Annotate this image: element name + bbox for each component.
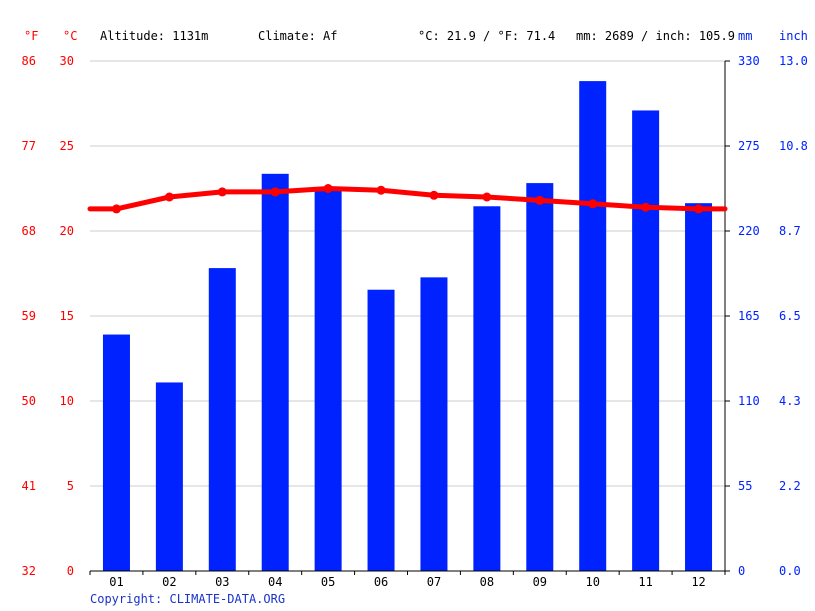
- tick-label-f: 68: [22, 224, 36, 238]
- temperature-point: [429, 190, 439, 200]
- tick-label-mm: 220: [738, 224, 760, 238]
- month-label: 12: [691, 575, 705, 589]
- temperature-point: [588, 199, 598, 209]
- tick-label-c: 30: [60, 54, 74, 68]
- precipitation-bar: [420, 277, 448, 571]
- tick-label-inch: 10.8: [779, 139, 808, 153]
- tick-label-c: 25: [60, 139, 74, 153]
- precipitation-bar: [526, 183, 554, 571]
- unit-fahrenheit-label: °F: [24, 29, 39, 43]
- temperature-point: [641, 202, 651, 212]
- tick-label-c: 20: [60, 224, 74, 238]
- temperature-point: [217, 187, 227, 197]
- precipitation-bar: [155, 382, 183, 571]
- precipitation-bar: [102, 334, 130, 571]
- month-label: 11: [638, 575, 652, 589]
- temperature-summary: °C: 21.9 / °F: 71.4: [418, 29, 556, 43]
- month-label: 03: [215, 575, 229, 589]
- tick-label-f: 77: [22, 139, 36, 153]
- tick-label-f: 86: [22, 54, 36, 68]
- month-label: 01: [109, 575, 123, 589]
- tick-label-mm: 330: [738, 54, 760, 68]
- temperature-point: [164, 192, 174, 202]
- unit-mm-label: mm: [738, 29, 753, 43]
- tick-label-f: 59: [22, 309, 36, 323]
- month-label: 07: [427, 575, 441, 589]
- temperature-line: [87, 186, 728, 212]
- precipitation-bar: [261, 173, 289, 571]
- precipitation-bar: [579, 81, 607, 571]
- tick-label-c: 0: [67, 564, 74, 578]
- tick-label-c: 15: [60, 309, 74, 323]
- climate-label: Climate: Af: [258, 29, 338, 43]
- month-label: 02: [162, 575, 176, 589]
- temperature-point: [694, 204, 704, 214]
- month-label: 06: [374, 575, 388, 589]
- altitude-label: Altitude: 1131m: [100, 29, 209, 43]
- tick-label-inch: 6.5: [779, 309, 801, 323]
- precipitation-summary: mm: 2689 / inch: 105.9: [576, 29, 735, 43]
- tick-label-mm: 0: [738, 564, 745, 578]
- precipitation-bar: [208, 268, 236, 571]
- temperature-point: [376, 185, 386, 195]
- month-label: 04: [268, 575, 282, 589]
- month-label: 05: [321, 575, 335, 589]
- temperature-point: [323, 184, 333, 193]
- tick-label-mm: 275: [738, 139, 760, 153]
- tick-label-f: 50: [22, 394, 36, 408]
- month-label: 08: [480, 575, 494, 589]
- precipitation-bar: [473, 206, 501, 572]
- tick-label-f: 41: [22, 479, 36, 493]
- tick-label-inch: 8.7: [779, 224, 801, 238]
- tick-label-inch: 4.3: [779, 394, 801, 408]
- unit-inch-label: inch: [779, 29, 808, 43]
- temperature-point: [111, 204, 121, 214]
- tick-label-c: 5: [67, 479, 74, 493]
- tick-label-mm: 55: [738, 479, 752, 493]
- tick-label-mm: 110: [738, 394, 760, 408]
- tick-label-inch: 0.0: [779, 564, 801, 578]
- tick-label-c: 10: [60, 394, 74, 408]
- month-label: 10: [585, 575, 599, 589]
- precipitation-bar: [314, 189, 342, 572]
- unit-celsius-label: °C: [63, 29, 78, 43]
- month-label: 09: [533, 575, 547, 589]
- tick-label-inch: 2.2: [779, 479, 801, 493]
- precipitation-bar: [632, 110, 660, 572]
- copyright-label[interactable]: Copyright: CLIMATE-DATA.ORG: [90, 592, 286, 606]
- temperature-point: [535, 195, 545, 205]
- temperature-point: [482, 192, 492, 202]
- tick-label-f: 32: [22, 564, 36, 578]
- precipitation-bar: [685, 203, 713, 571]
- tick-label-mm: 165: [738, 309, 760, 323]
- tick-label-inch: 13.0: [779, 54, 808, 68]
- temperature-point: [270, 187, 280, 197]
- precipitation-bar: [367, 289, 395, 571]
